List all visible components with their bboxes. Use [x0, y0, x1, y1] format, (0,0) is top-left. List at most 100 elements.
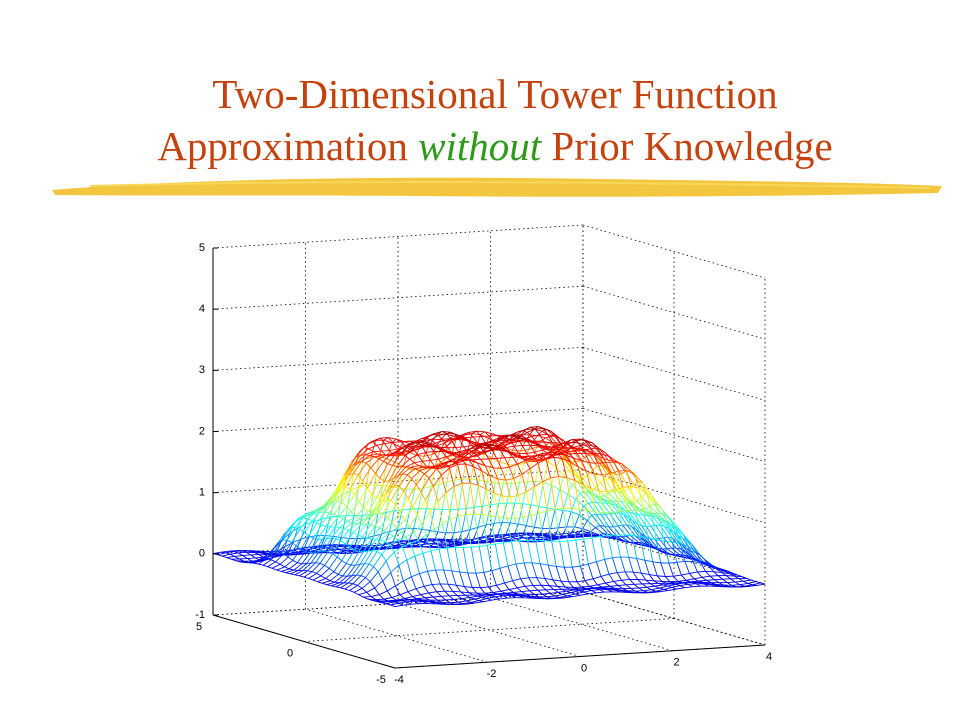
mesh-segment	[405, 445, 411, 450]
mesh-segment	[717, 575, 723, 580]
mesh-segment	[341, 546, 351, 561]
mesh-segment	[346, 563, 352, 566]
mesh-segment	[398, 564, 404, 582]
mesh-segment	[394, 485, 400, 487]
mesh-segment	[581, 460, 590, 464]
mesh-segment	[573, 457, 579, 467]
mesh-segment	[588, 454, 598, 467]
mesh-segment	[406, 468, 416, 476]
mesh-segment	[582, 520, 588, 529]
mesh-segment	[499, 568, 505, 584]
mesh-segment	[459, 571, 468, 574]
mesh-segment	[361, 516, 370, 525]
mesh-segment	[378, 458, 384, 462]
mesh-segment	[416, 499, 426, 516]
mesh-segment	[353, 461, 363, 474]
mesh-segment	[379, 527, 385, 531]
mesh-segment	[557, 585, 563, 590]
mesh-segment	[299, 518, 309, 530]
mesh-segment	[713, 571, 719, 576]
mesh-segment	[374, 461, 384, 474]
mesh-segment	[452, 591, 458, 596]
mesh-segment	[484, 449, 493, 452]
mesh-segment	[362, 467, 372, 481]
mesh-segment	[436, 446, 443, 452]
mesh-segment	[362, 524, 371, 537]
mesh-segment	[338, 506, 348, 517]
mesh-segment	[550, 478, 556, 510]
mesh-segment	[246, 551, 252, 556]
mesh-segment	[517, 437, 526, 440]
mesh-segment	[349, 546, 355, 551]
mesh-segment	[450, 601, 459, 604]
mesh-segment	[410, 448, 420, 452]
mesh-segment	[513, 591, 522, 593]
mesh-segment	[295, 532, 305, 547]
mesh-segment	[671, 542, 678, 563]
mesh-segment	[601, 453, 610, 457]
mesh-segment	[675, 528, 685, 536]
mesh-segment	[560, 580, 566, 588]
mesh-segment	[510, 464, 517, 484]
mesh-segment	[578, 588, 588, 592]
mesh-segment	[312, 575, 322, 581]
mesh-segment	[422, 459, 431, 462]
mesh-segment	[500, 589, 510, 592]
mesh-segment	[383, 530, 389, 534]
mesh-segment	[503, 541, 512, 544]
mesh-segment	[414, 552, 424, 557]
mesh-segment	[340, 582, 349, 589]
mesh-segment	[356, 454, 366, 464]
mesh-segment	[368, 448, 374, 453]
z-tick-label: 2	[199, 425, 205, 437]
mesh-segment	[405, 532, 415, 538]
mesh-segment	[549, 436, 559, 446]
mesh-segment	[532, 585, 538, 591]
mesh-segment	[593, 474, 600, 492]
mesh-segment	[320, 503, 329, 513]
mesh-segment	[652, 591, 661, 594]
mesh-segment	[374, 587, 380, 595]
mesh-segment	[596, 591, 605, 594]
mesh-segment	[692, 585, 701, 588]
mesh-segment	[513, 473, 523, 479]
mesh-segment	[340, 587, 346, 590]
mesh-segment	[531, 434, 540, 437]
mesh-segment	[623, 534, 630, 558]
mesh-segment	[445, 433, 454, 437]
mesh-segment	[504, 434, 514, 437]
mesh-segment	[397, 539, 403, 547]
mesh-segment	[317, 525, 327, 540]
mesh-segment	[583, 537, 592, 540]
mesh-segment	[513, 434, 522, 437]
mesh-segment	[442, 518, 451, 524]
title-text: Approximation	[157, 123, 408, 169]
mesh-segment	[624, 571, 631, 580]
mesh-segment	[456, 459, 465, 462]
mesh-segment	[378, 512, 384, 515]
mesh-segment	[351, 564, 361, 576]
mesh-segment	[435, 440, 444, 444]
mesh-segment	[344, 588, 350, 591]
mesh-segment	[655, 525, 664, 538]
mesh-segment	[352, 583, 358, 586]
mesh-segment	[397, 527, 406, 530]
mesh-segment	[460, 458, 466, 465]
mesh-segment	[470, 600, 480, 603]
mesh-segment	[722, 578, 728, 583]
mesh-segment	[654, 538, 663, 550]
mesh-segment	[300, 535, 310, 550]
mesh-segment	[688, 583, 697, 585]
mesh-segment	[343, 575, 353, 584]
mesh-segment	[281, 570, 286, 574]
grid-line	[490, 597, 673, 652]
mesh-segment	[442, 523, 448, 549]
mesh-segment	[603, 458, 609, 461]
mesh-segment	[567, 540, 573, 568]
mesh-segment	[358, 501, 365, 509]
mesh-segment	[348, 472, 354, 476]
mesh-segment	[690, 550, 700, 561]
mesh-segment	[681, 544, 691, 555]
mesh-segment	[365, 577, 371, 583]
